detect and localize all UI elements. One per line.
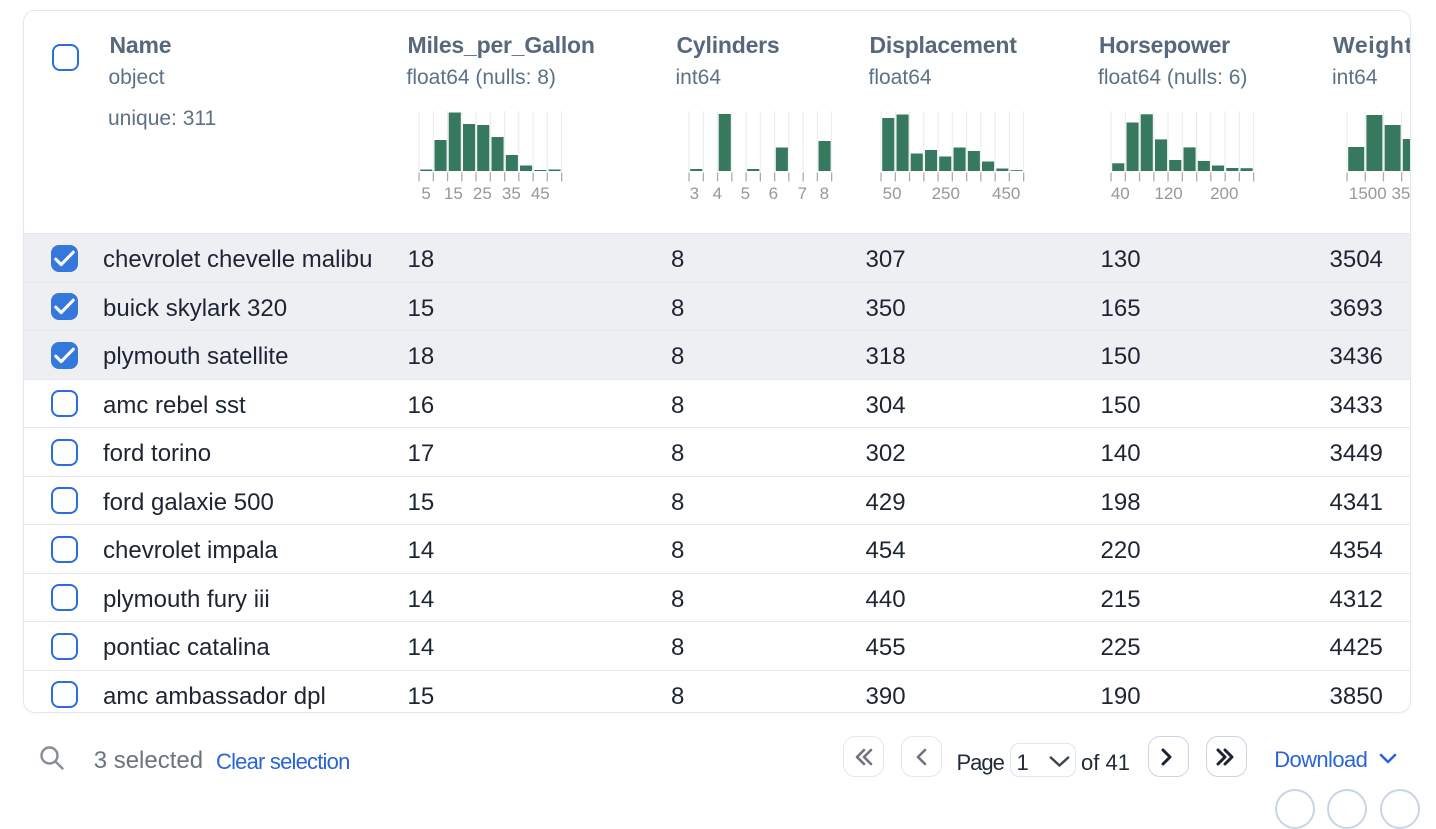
svg-text:25: 25 [473,184,492,203]
svg-text:450: 450 [992,184,1020,203]
svg-text:250: 250 [932,184,960,203]
svg-text:3500: 3500 [1391,184,1411,203]
svg-text:5: 5 [740,184,749,203]
svg-text:50: 50 [883,184,902,203]
svg-text:7: 7 [797,184,806,203]
svg-text:3: 3 [689,184,698,203]
svg-text:4: 4 [712,184,721,203]
svg-text:45: 45 [530,184,549,203]
svg-text:6: 6 [768,184,777,203]
svg-text:1500: 1500 [1348,184,1386,203]
svg-text:200: 200 [1210,184,1238,203]
svg-text:15: 15 [444,184,463,203]
svg-text:35: 35 [502,184,521,203]
svg-text:8: 8 [819,184,828,203]
svg-text:120: 120 [1154,184,1182,203]
svg-text:5: 5 [421,184,430,203]
svg-text:40: 40 [1110,184,1129,203]
